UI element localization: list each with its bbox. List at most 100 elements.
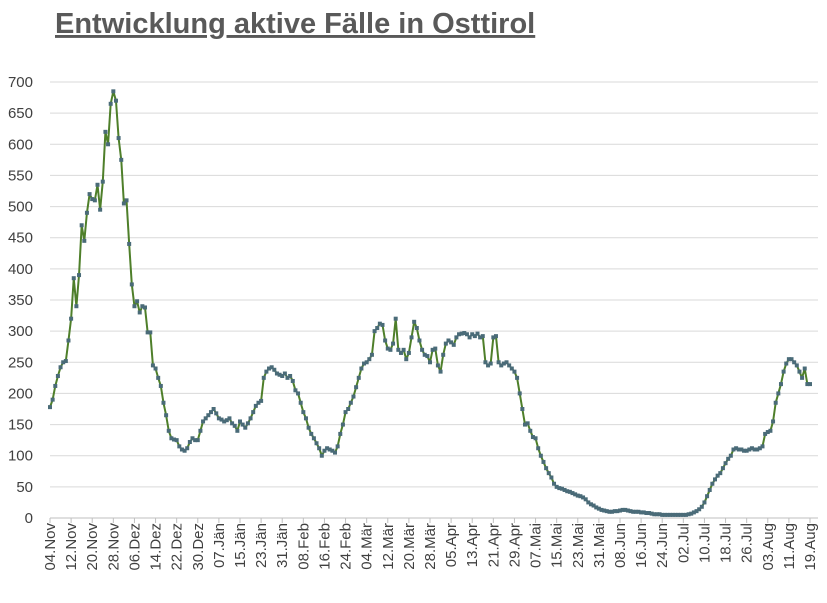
data-point: [517, 391, 522, 396]
data-point: [406, 350, 411, 355]
data-point: [393, 316, 398, 321]
data-point: [792, 360, 797, 365]
x-tick-label: 28.Mär: [422, 523, 439, 570]
data-point: [274, 371, 279, 376]
data-point: [631, 509, 636, 514]
data-point: [525, 421, 530, 426]
data-point: [417, 338, 422, 343]
data-point: [657, 512, 662, 517]
data-point: [203, 416, 208, 421]
data-point: [187, 440, 192, 445]
data-point: [127, 241, 132, 246]
data-point: [364, 360, 369, 365]
data-point: [533, 436, 538, 441]
data-point: [195, 438, 200, 443]
data-point: [261, 375, 266, 380]
data-point: [668, 512, 673, 517]
data-point: [573, 492, 578, 497]
y-tick-label: 700: [8, 74, 33, 91]
x-tick-label: 12.Nov: [63, 523, 80, 571]
data-point: [789, 357, 794, 362]
data-point: [515, 375, 520, 380]
data-point: [90, 197, 95, 202]
data-point: [238, 419, 242, 424]
data-point: [559, 486, 564, 491]
data-point: [705, 494, 710, 499]
data-point: [528, 428, 533, 433]
data-point: [699, 504, 704, 509]
data-point: [132, 304, 137, 309]
data-point: [391, 341, 396, 346]
data-point: [757, 446, 762, 451]
data-point: [277, 372, 282, 377]
data-point: [150, 363, 155, 368]
data-point: [282, 371, 287, 376]
data-point: [715, 473, 720, 478]
data-point: [536, 446, 541, 451]
data-point: [433, 346, 438, 351]
data-point: [190, 436, 195, 441]
data-point: [351, 394, 356, 399]
data-point: [607, 509, 612, 514]
data-point: [317, 446, 322, 451]
data-point: [618, 508, 622, 513]
data-point: [248, 416, 253, 421]
data-point: [430, 347, 435, 352]
data-point: [588, 502, 593, 507]
data-point: [451, 342, 456, 347]
data-point: [269, 365, 274, 370]
data-point: [683, 512, 688, 517]
data-point: [219, 417, 224, 422]
data-point: [501, 361, 506, 366]
data-point: [599, 507, 604, 512]
data-point: [230, 421, 235, 426]
data-point: [457, 332, 462, 337]
data-point: [53, 383, 58, 388]
data-point: [546, 471, 551, 476]
data-point: [731, 447, 736, 452]
data-point: [98, 207, 103, 212]
data-point: [338, 431, 343, 436]
data-point: [462, 331, 467, 336]
x-tick-label: 29.Apr: [506, 523, 523, 567]
data-point: [367, 357, 372, 362]
data-point: [288, 373, 293, 378]
data-point: [264, 369, 269, 374]
data-point: [50, 397, 55, 402]
data-point: [639, 510, 644, 515]
data-point: [475, 331, 480, 336]
data-point: [739, 447, 744, 452]
data-point: [354, 385, 359, 390]
data-point: [61, 360, 66, 365]
data-point: [441, 352, 446, 357]
data-point: [449, 340, 454, 345]
chart-title: Entwicklung aktive Fälle in Osttirol: [55, 8, 535, 40]
data-point: [79, 223, 84, 228]
y-tick-label: 50: [16, 479, 33, 496]
data-point: [380, 322, 385, 327]
data-point: [245, 421, 250, 426]
data-point: [612, 509, 617, 514]
data-point: [333, 450, 337, 455]
data-point: [478, 335, 483, 340]
data-point: [778, 382, 783, 387]
data-point: [369, 352, 374, 357]
data-point: [214, 411, 219, 416]
data-point: [119, 157, 124, 162]
data-point: [800, 375, 805, 380]
data-point: [660, 512, 665, 517]
data-point: [467, 335, 472, 340]
data-point: [488, 361, 493, 366]
data-point: [623, 507, 628, 512]
data-point: [327, 447, 332, 452]
data-point: [272, 367, 277, 372]
data-point: [280, 373, 285, 378]
data-point: [375, 326, 380, 331]
data-point: [552, 481, 557, 486]
data-point: [520, 407, 525, 411]
data-point: [182, 448, 187, 453]
data-point: [179, 447, 184, 452]
data-point: [111, 89, 116, 94]
data-point: [422, 352, 427, 357]
